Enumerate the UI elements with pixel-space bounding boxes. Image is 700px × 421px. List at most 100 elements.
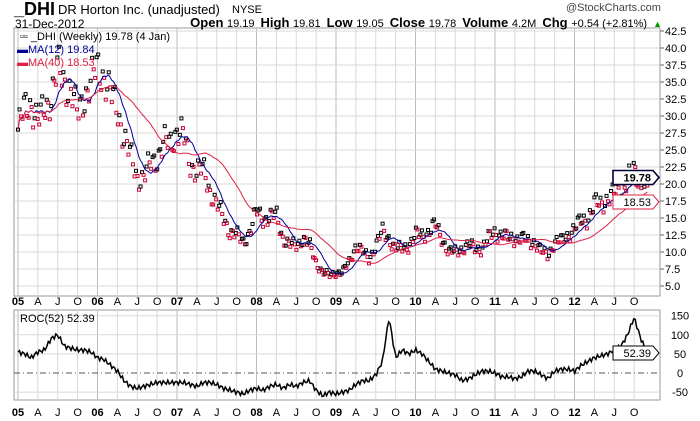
price-point xyxy=(143,178,148,183)
price-point xyxy=(100,69,105,74)
price-point xyxy=(81,113,86,118)
price-point xyxy=(206,183,211,188)
price-point xyxy=(445,252,450,257)
price-point xyxy=(176,141,181,146)
price-point xyxy=(182,141,187,146)
price-point xyxy=(382,228,387,233)
price-point xyxy=(566,234,571,239)
price-point xyxy=(276,220,281,225)
price-point xyxy=(534,248,539,253)
quote-value: 4.2M xyxy=(511,18,537,30)
price-point xyxy=(389,247,394,252)
price-point xyxy=(432,217,437,222)
price-point xyxy=(462,251,467,256)
x-tick-label: A xyxy=(193,296,201,308)
price-point xyxy=(144,164,149,169)
price-point xyxy=(214,197,219,202)
roc-panel xyxy=(13,309,661,401)
price-point xyxy=(230,229,235,234)
x-tick-label: O xyxy=(391,296,400,308)
y-tick-label: 50 xyxy=(674,349,686,361)
price-point xyxy=(55,55,60,60)
price-point xyxy=(504,229,509,234)
quote-value: +0.54 (+2.81%) xyxy=(571,18,648,30)
quote-label: Low xyxy=(326,15,357,30)
price-point xyxy=(208,187,213,192)
y-tick-label: 27.5 xyxy=(665,128,686,140)
price-point xyxy=(418,232,423,237)
x-tick-label: J xyxy=(135,296,141,308)
price-point xyxy=(521,230,526,235)
price-point xyxy=(179,116,184,121)
y-tick-label: 25.0 xyxy=(665,145,686,157)
price-point xyxy=(406,250,411,255)
price-point xyxy=(85,88,90,93)
price-point xyxy=(149,166,154,171)
y-tick-label: 5.0 xyxy=(665,281,680,293)
price-point xyxy=(158,147,163,152)
price-point xyxy=(438,232,443,237)
price-point xyxy=(199,171,204,176)
price-point xyxy=(191,164,196,169)
x-tick-label: 08 xyxy=(250,407,262,419)
x-tick-label: A xyxy=(34,296,42,308)
price-point xyxy=(512,244,517,249)
x-tick-label: 12 xyxy=(568,407,580,419)
price-point xyxy=(436,223,441,228)
price-point xyxy=(194,173,199,178)
x-tick-label: J xyxy=(135,407,141,419)
price-point xyxy=(117,113,122,118)
price-point xyxy=(563,237,568,242)
price-panel xyxy=(13,27,661,297)
exchange: NYSE xyxy=(232,4,262,16)
price-point xyxy=(244,242,249,247)
x-tick-label: 11 xyxy=(489,296,501,308)
price-point xyxy=(37,122,42,127)
y-tick-label: 22.5 xyxy=(665,162,686,174)
price-point xyxy=(141,172,146,177)
x-tick-label: 10 xyxy=(409,296,421,308)
price-point xyxy=(498,229,503,234)
x-tick-label: J xyxy=(294,407,300,419)
x-tick-label: O xyxy=(471,407,480,419)
price-point xyxy=(96,52,101,57)
price-point xyxy=(241,236,246,241)
price-point xyxy=(196,158,201,163)
x-tick-label: 09 xyxy=(330,407,342,419)
price-point xyxy=(601,210,606,215)
price-point xyxy=(250,221,255,226)
quote-label: Chg xyxy=(542,15,572,30)
quote-label: Close xyxy=(389,15,429,30)
price-point xyxy=(202,157,207,162)
price-point xyxy=(258,206,263,211)
price-point xyxy=(62,77,67,82)
x-tick-label: J xyxy=(55,296,61,308)
price-point xyxy=(448,245,453,250)
price-point xyxy=(627,163,632,168)
price-point xyxy=(560,233,565,238)
x-tick-label: A xyxy=(432,296,440,308)
price-point xyxy=(118,122,123,127)
price-point xyxy=(596,203,601,208)
price-point xyxy=(138,184,143,189)
legend-roc: ROC(52) 52.39 xyxy=(20,313,95,325)
roc-line xyxy=(17,317,648,398)
price-point xyxy=(227,236,232,241)
x-tick-label: A xyxy=(511,296,519,308)
x-tick-label: 10 xyxy=(409,407,421,419)
price-point xyxy=(279,230,284,235)
price-point xyxy=(303,235,308,240)
price-point xyxy=(29,105,34,110)
x-tick-label: O xyxy=(73,296,82,308)
price-point xyxy=(609,189,614,194)
y-tick-label: 17.5 xyxy=(665,196,686,208)
price-point xyxy=(492,226,497,231)
price-point xyxy=(168,131,173,136)
price-point xyxy=(129,142,134,147)
price-point xyxy=(174,127,179,132)
price-point xyxy=(91,67,96,72)
price-point xyxy=(395,246,400,251)
price-point xyxy=(38,102,43,107)
roc-last-tag: 52.39 xyxy=(623,348,651,360)
x-tick-label: A xyxy=(352,407,360,419)
